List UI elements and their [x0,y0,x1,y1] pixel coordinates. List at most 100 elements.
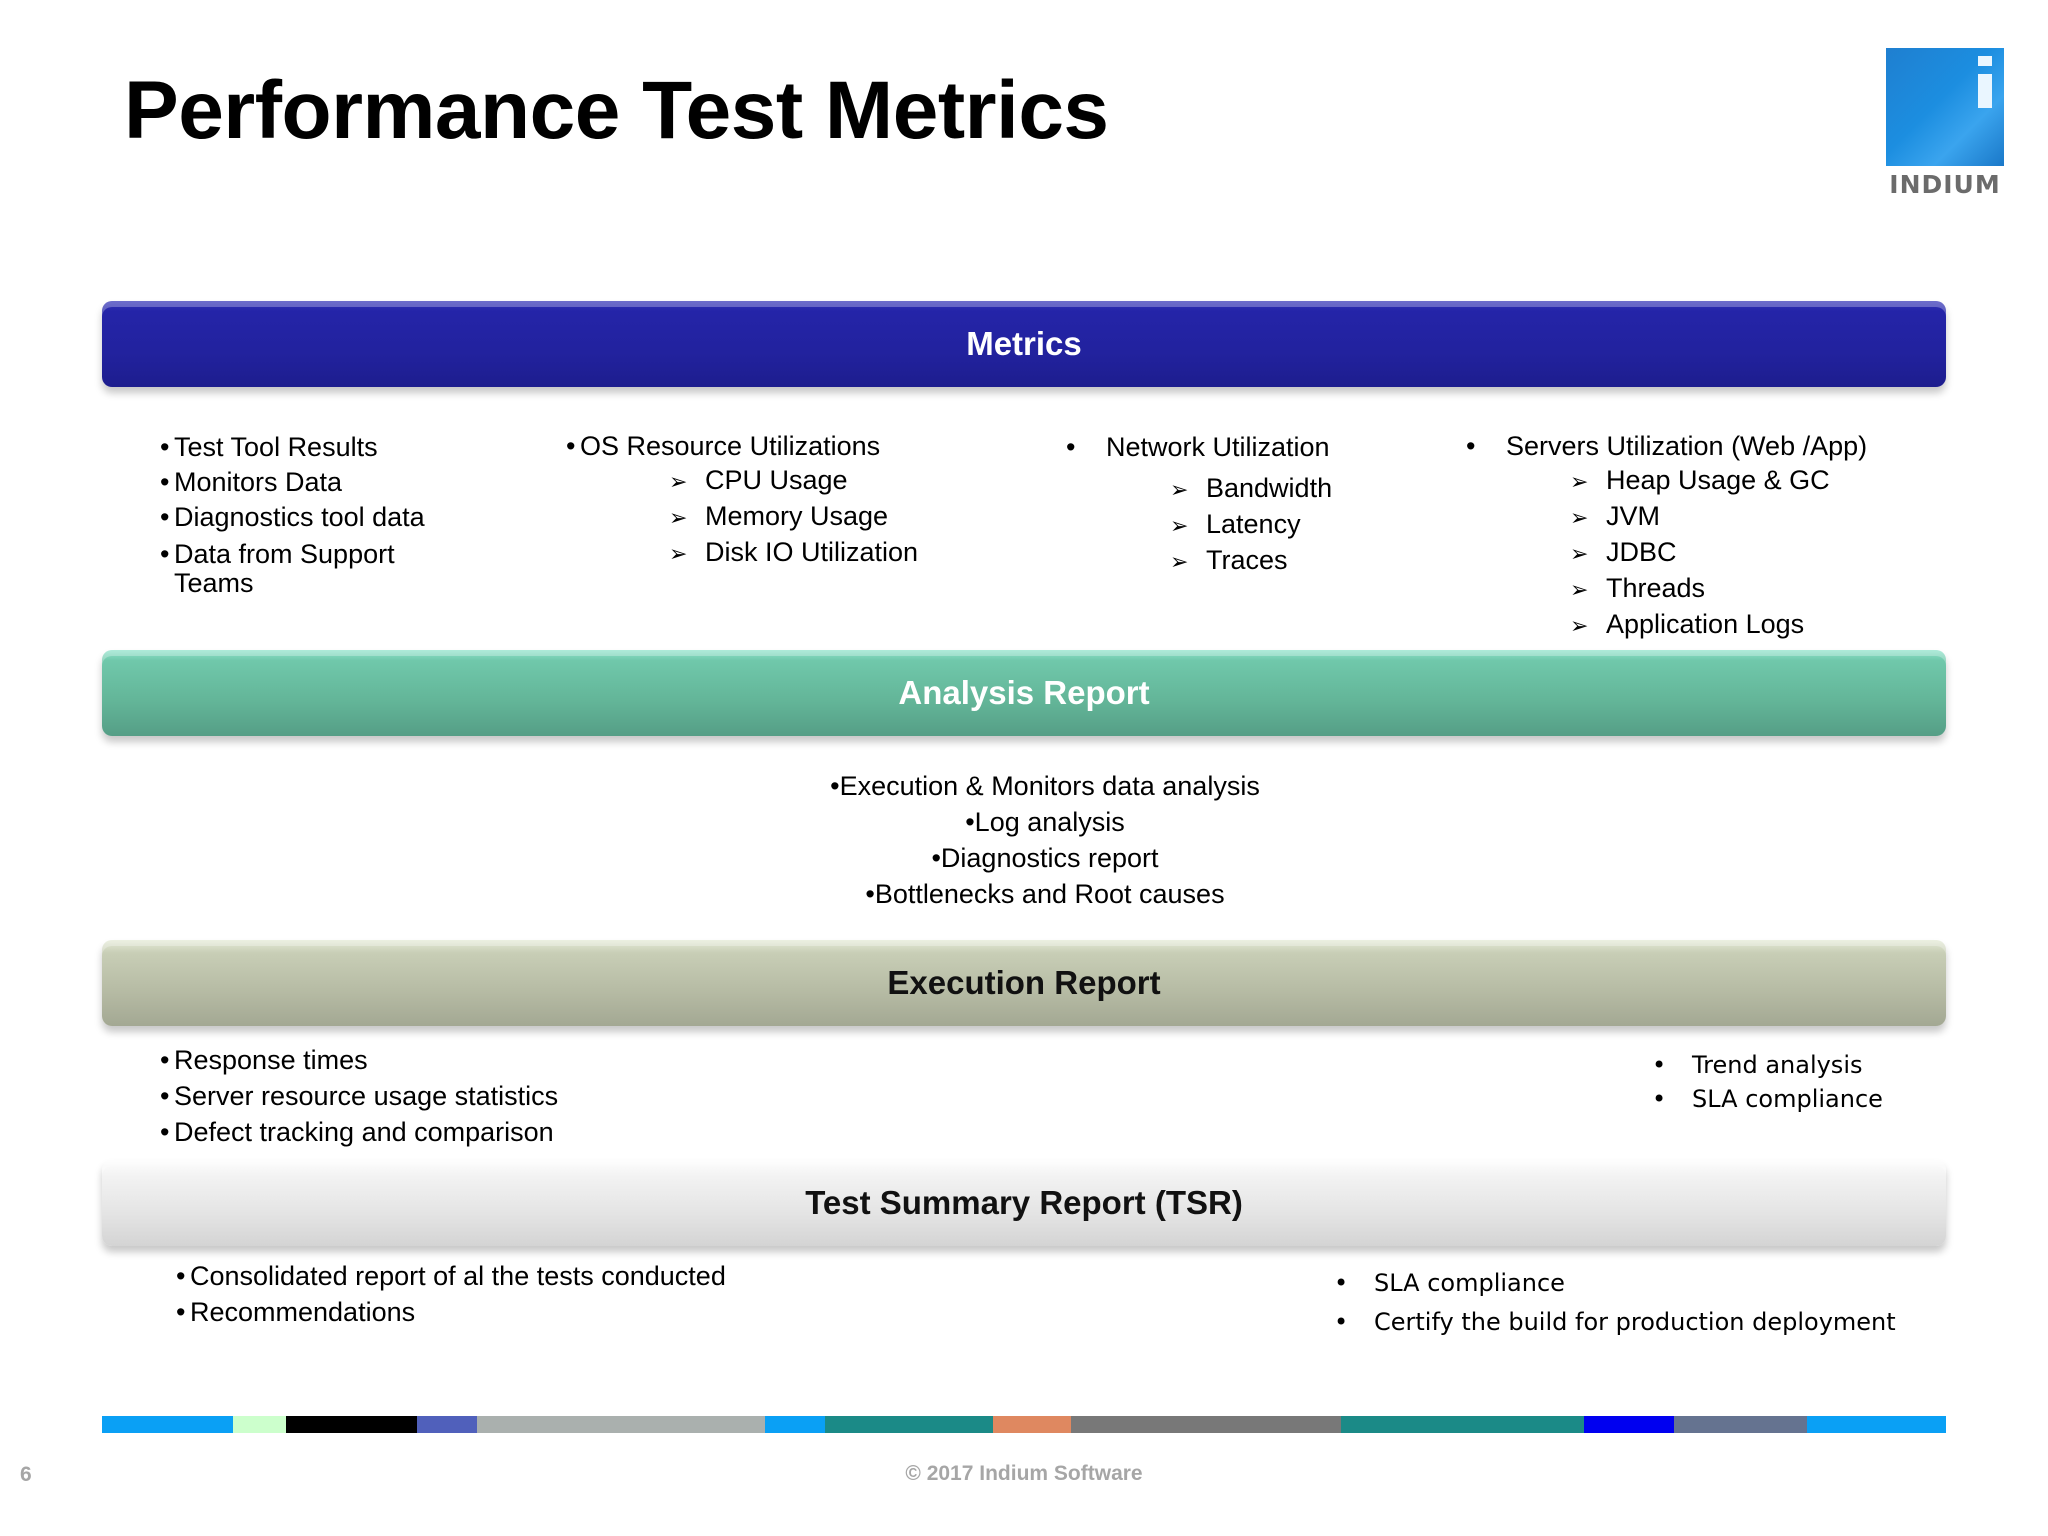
bullet-icon: • [160,502,170,532]
list-item: • Server resource usage statistics [160,1078,558,1114]
bullet-icon: • [1066,432,1076,462]
color-strip-segment [286,1416,417,1433]
list-item: • Defect tracking and comparison [160,1114,558,1150]
list-item-continuation: Teams [174,568,254,598]
execution-report-right-list: • Trend analysis • SLA compliance [1652,1048,1883,1116]
test-summary-report-header-bar: Test Summary Report (TSR) [102,1160,1946,1246]
list-item: • Recommendations [176,1294,726,1330]
bullet-icon: • [931,843,941,873]
list-item: • Response times [160,1042,558,1078]
bullet-icon: • [160,1045,170,1075]
color-strip-segment [1341,1416,1584,1433]
bullet-icon: • [176,1297,186,1327]
list-item: • Certify the build for production deploy… [1334,1303,1896,1342]
list-item: • SLA compliance [1652,1082,1883,1116]
color-strip-segment [477,1416,765,1433]
bullet-icon: • [176,1261,186,1291]
list-item: • Data from Support [160,539,395,569]
bullet-icon: • [1652,1051,1667,1079]
color-strip-segment [825,1416,993,1433]
arrow-bullet-icon: ➢ [1570,613,1589,638]
list-heading: • Servers Utilization (Web /App) [1466,431,1868,461]
list-subitem: ➢ Heap Usage & GC [1466,463,1867,499]
bullet-icon: • [865,879,875,909]
arrow-bullet-icon: ➢ [669,505,688,530]
bullet-icon: • [1466,431,1476,461]
color-strip-segment [1674,1416,1807,1433]
list-subitem: ➢ Latency [1066,507,1332,543]
color-strip-segment [993,1416,1071,1433]
indium-i-logo-icon [1886,48,2004,166]
color-strip-segment [1584,1416,1674,1433]
arrow-bullet-icon: ➢ [1570,469,1589,494]
list-item: • Trend analysis [1652,1048,1883,1082]
list-heading: • Network Utilization [1066,432,1330,462]
bullet-icon: • [830,771,840,801]
arrow-bullet-icon: ➢ [669,469,688,494]
list-subitem: ➢ Bandwidth [1066,471,1332,507]
bullet-icon: • [160,1081,170,1111]
bullet-icon: • [160,467,170,497]
color-strip-segment [233,1416,286,1433]
color-strip-segment [417,1416,477,1433]
arrow-bullet-icon: ➢ [1570,541,1589,566]
bullet-icon: • [566,431,576,461]
bullet-icon: • [160,1117,170,1147]
bullet-icon: • [160,432,170,462]
list-heading: • OS Resource Utilizations [566,431,881,461]
logo-text: INDIUM [1889,170,2001,199]
tsr-right-list: • SLA compliance • Certify the build for p… [1334,1264,1896,1342]
execution-report-left-list: • Response times • Server resource usage s… [160,1042,558,1150]
arrow-bullet-icon: ➢ [669,541,688,566]
footer-copyright: © 2017 Indium Software [905,1462,1143,1485]
analysis-report-list: •Execution & Monitors data analysis •Log… [0,768,2048,912]
execution-report-header-label: Execution Report [887,964,1161,1001]
list-item: •Log analysis [965,807,1125,837]
metrics-header-bar: Metrics [102,301,1946,387]
test-summary-report-header-label: Test Summary Report (TSR) [805,1184,1243,1221]
list-item: •Bottlenecks and Root causes [865,879,1225,909]
metrics-column-4: • Servers Utilization (Web /App) ➢ Heap Us… [1466,429,1867,643]
list-item: • Monitors Data [160,465,425,500]
color-strip-segment [1071,1416,1341,1433]
list-item: • Consolidated report of al the tests con… [176,1258,726,1294]
list-item: • SLA compliance [1334,1264,1896,1303]
bullet-icon: • [965,807,975,837]
list-subitem: ➢ JDBC [1466,535,1867,571]
bullet-icon: • [1334,1269,1349,1297]
arrow-bullet-icon: ➢ [1170,549,1189,574]
arrow-bullet-icon: ➢ [1170,513,1189,538]
color-strip-segment [102,1416,233,1433]
list-item: • Diagnostics tool data [160,500,425,535]
bullet-icon: • [1652,1085,1667,1113]
indium-logo: INDIUM [1884,48,2006,199]
list-subitem: ➢ Disk IO Utilization [566,535,918,571]
list-subitem: ➢ CPU Usage [566,463,918,499]
arrow-bullet-icon: ➢ [1170,477,1189,502]
arrow-bullet-icon: ➢ [1570,505,1589,530]
list-subitem: ➢ Threads [1466,571,1867,607]
slide-title: Performance Test Metrics [124,65,1109,156]
list-subitem: ➢ JVM [1466,499,1867,535]
decorative-color-strip [102,1416,1946,1433]
metrics-header-label: Metrics [966,325,1082,362]
analysis-report-header-bar: Analysis Report [102,650,1946,736]
list-item: •Diagnostics report [931,843,1159,873]
execution-report-header-bar: Execution Report [102,940,1946,1026]
bullet-icon: • [1334,1308,1349,1336]
metrics-column-3: • Network Utilization ➢ Bandwidth ➢ Latency… [1066,430,1332,579]
list-item: •Execution & Monitors data analysis [830,771,1260,801]
analysis-report-header-label: Analysis Report [898,674,1150,711]
arrow-bullet-icon: ➢ [1570,577,1589,602]
bullet-icon: • [160,539,170,569]
metrics-column-1: • Test Tool Results • Monitors Data • Diagn… [160,430,425,597]
tsr-left-list: • Consolidated report of al the tests con… [176,1258,726,1330]
page-number: 6 [20,1463,32,1486]
list-item: • Test Tool Results [160,430,425,465]
list-subitem: ➢ Application Logs [1466,607,1867,643]
list-subitem: ➢ Traces [1066,543,1332,579]
list-subitem: ➢ Memory Usage [566,499,918,535]
metrics-column-2: • OS Resource Utilizations ➢ CPU Usage ➢ Me… [566,429,918,571]
color-strip-segment [1807,1416,1946,1433]
color-strip-segment [765,1416,825,1433]
